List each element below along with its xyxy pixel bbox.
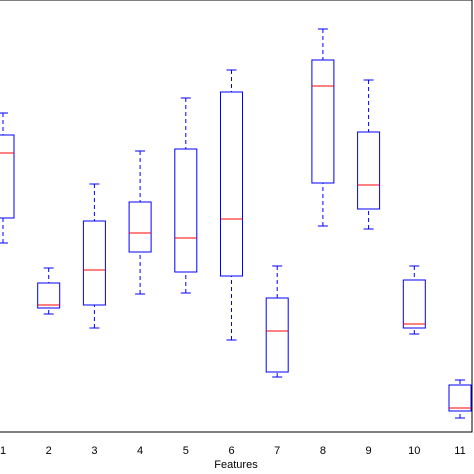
box	[174, 148, 198, 273]
x-tick-label: 6	[228, 445, 234, 457]
x-tick-label: 1	[0, 445, 6, 457]
box	[265, 297, 289, 373]
x-tick-label: 2	[46, 445, 52, 457]
x-tick-label: 8	[320, 445, 326, 457]
box	[82, 220, 106, 306]
box	[402, 279, 426, 329]
x-tick-label: 5	[183, 445, 189, 457]
box	[311, 59, 335, 184]
x-tick-label: 10	[408, 445, 420, 457]
box	[357, 131, 381, 210]
plot-frame	[0, 0, 473, 433]
box	[37, 282, 61, 309]
x-axis-label: Features	[214, 459, 258, 471]
box	[0, 134, 15, 219]
x-tick-label: 9	[366, 445, 372, 457]
x-tick-label: 4	[137, 445, 143, 457]
box	[220, 91, 243, 277]
box	[128, 201, 152, 253]
box	[448, 384, 472, 412]
x-tick-label: 11	[454, 445, 465, 457]
x-tick-label: 3	[91, 445, 97, 457]
x-tick-label: 7	[274, 445, 280, 457]
